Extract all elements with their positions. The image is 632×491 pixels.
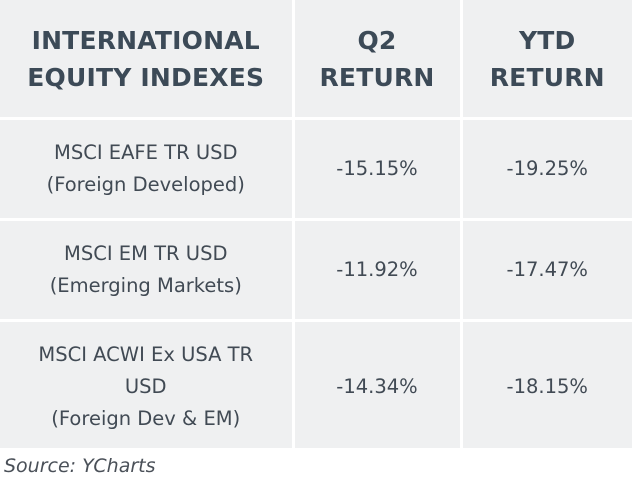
ytd-return-cell: -17.47% (461, 219, 632, 322)
international-equity-returns-table: INTERNATIONAL EQUITY INDEXES Q2 RETURN Y… (0, 0, 632, 452)
header-ytd-return: YTD RETURN (461, 0, 632, 120)
header-index-line-1: INTERNATIONAL (31, 25, 260, 55)
header-q2-line-2: RETURN (319, 62, 435, 92)
index-name-line: USD (124, 375, 167, 398)
header-q2-return: Q2 RETURN (293, 0, 463, 120)
table-row: MSCI EAFE TR USD (Foreign Developed) -15… (0, 118, 632, 221)
returns-table-container: INTERNATIONAL EQUITY INDEXES Q2 RETURN Y… (0, 0, 632, 452)
index-name-cell: MSCI ACWI Ex USA TR USD (Foreign Dev & E… (0, 320, 295, 452)
table-row: MSCI ACWI Ex USA TR USD (Foreign Dev & E… (0, 320, 632, 452)
q2-return-cell: -14.34% (293, 320, 463, 452)
index-name-line: (Emerging Markets) (49, 274, 242, 297)
index-name-line: (Foreign Dev & EM) (51, 407, 241, 430)
index-name-line: (Foreign Developed) (46, 173, 245, 196)
table-row: MSCI EM TR USD (Emerging Markets) -11.92… (0, 219, 632, 322)
header-q2-line-1: Q2 (357, 25, 397, 55)
header-ytd-line-2: RETURN (489, 62, 605, 92)
index-name-line: MSCI EAFE TR USD (54, 141, 238, 164)
header-index-line-2: EQUITY INDEXES (27, 62, 265, 92)
index-name-cell: MSCI EM TR USD (Emerging Markets) (0, 219, 295, 322)
index-name-line: MSCI EM TR USD (64, 242, 228, 265)
ytd-return-cell: -18.15% (506, 375, 588, 398)
header-ytd-line-1: YTD (518, 25, 576, 55)
q2-return-cell: -11.92% (293, 219, 463, 322)
ytd-return-cell: -19.25% (461, 118, 632, 221)
q2-return-cell: -15.15% (293, 118, 463, 221)
header-index-name: INTERNATIONAL EQUITY INDEXES (0, 0, 295, 120)
header-row: INTERNATIONAL EQUITY INDEXES Q2 RETURN Y… (0, 0, 632, 120)
source-note: Source: YCharts (4, 455, 156, 477)
index-name-cell: MSCI EAFE TR USD (Foreign Developed) (0, 118, 295, 221)
index-name-line: MSCI ACWI Ex USA TR (38, 343, 254, 366)
